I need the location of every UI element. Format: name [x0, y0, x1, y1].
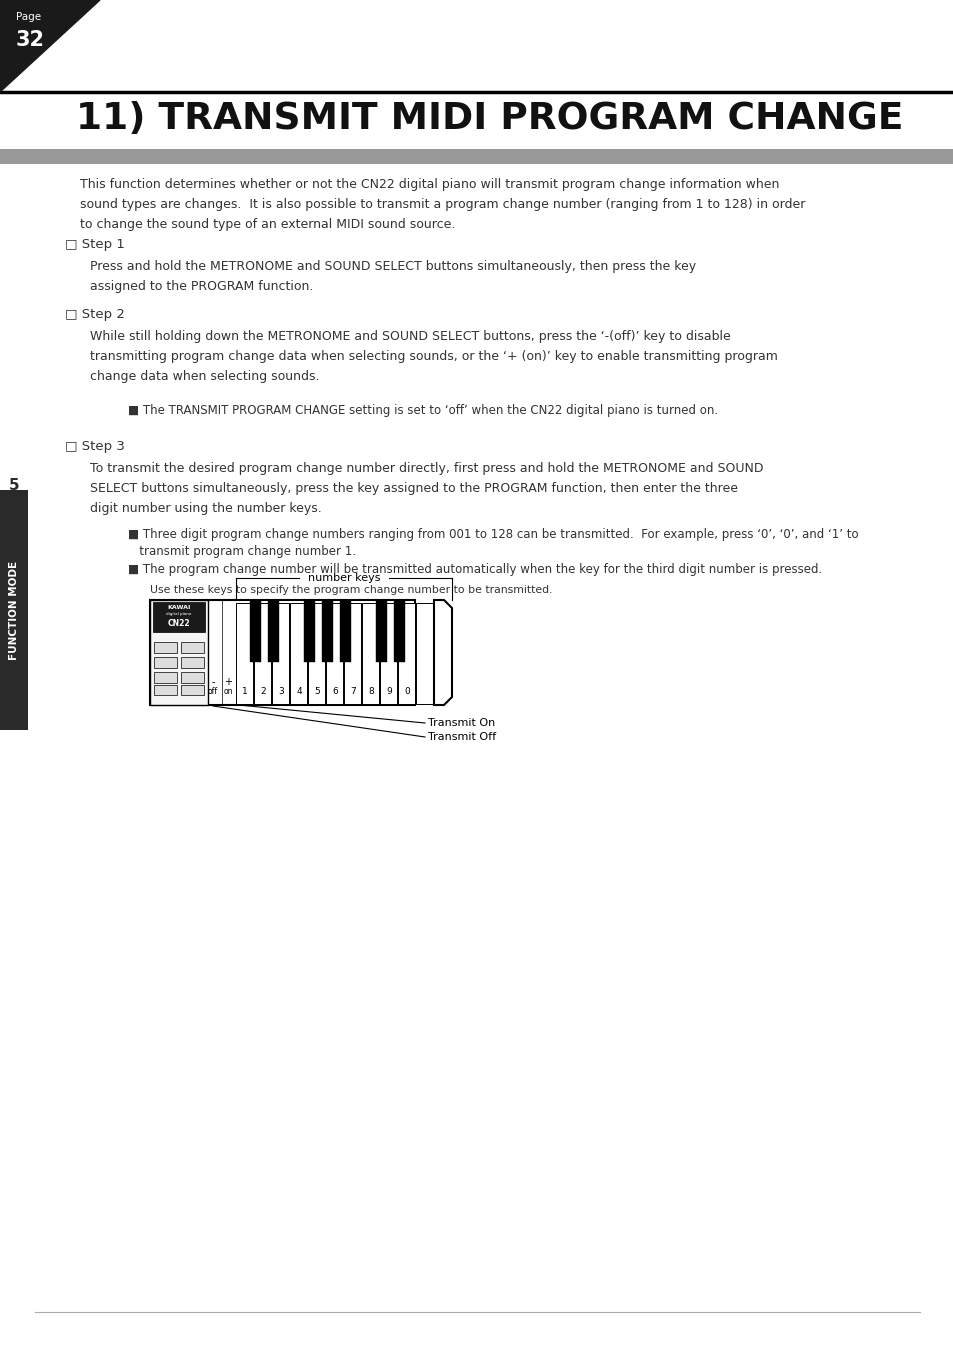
Polygon shape	[434, 599, 452, 705]
Bar	[375, 601, 387, 662]
Text: □ Step 3: □ Step 3	[65, 440, 125, 454]
Bar	[322, 601, 333, 662]
Text: Transmit Off: Transmit Off	[428, 732, 496, 742]
Text: 9: 9	[386, 687, 392, 697]
Text: To transmit the desired program change number directly, first press and hold the: To transmit the desired program change n…	[90, 462, 762, 475]
Bar	[181, 657, 204, 668]
Text: sound types are changes.  It is also possible to transmit a program change numbe: sound types are changes. It is also poss…	[80, 198, 804, 211]
Bar	[153, 672, 177, 683]
Bar	[268, 601, 278, 662]
Text: 8: 8	[368, 687, 374, 697]
Text: 0: 0	[404, 687, 410, 697]
Bar	[181, 672, 204, 683]
Text: ■ The program change number will be transmitted automatically when the key for t: ■ The program change number will be tran…	[128, 563, 821, 576]
Text: 7: 7	[350, 687, 355, 697]
Text: off: off	[208, 687, 218, 697]
Text: 3: 3	[278, 687, 284, 697]
Bar	[291, 603, 307, 703]
Text: 6: 6	[332, 687, 337, 697]
Bar	[254, 603, 272, 703]
Bar	[394, 601, 405, 662]
Bar	[250, 601, 261, 662]
Text: Transmit On: Transmit On	[428, 718, 495, 728]
Text: Press and hold the METRONOME and SOUND SELECT buttons simultaneously, then press: Press and hold the METRONOME and SOUND S…	[90, 261, 696, 273]
Bar	[380, 603, 397, 703]
Bar	[0, 148, 953, 163]
Bar	[362, 603, 379, 703]
Bar	[181, 643, 204, 653]
Text: -: -	[211, 676, 214, 687]
Bar	[326, 603, 343, 703]
Text: CN22: CN22	[168, 620, 190, 628]
Bar	[344, 603, 361, 703]
Bar	[153, 684, 177, 695]
Bar	[416, 603, 433, 703]
Bar	[150, 599, 415, 705]
Text: 5: 5	[314, 687, 319, 697]
Text: KAWAI: KAWAI	[167, 605, 191, 610]
Text: 2: 2	[260, 687, 266, 697]
Text: 11) TRANSMIT MIDI PROGRAM CHANGE: 11) TRANSMIT MIDI PROGRAM CHANGE	[76, 101, 902, 136]
Bar	[308, 603, 325, 703]
Text: transmit program change number 1.: transmit program change number 1.	[128, 545, 355, 558]
Bar	[152, 602, 205, 632]
Bar	[181, 684, 204, 695]
Text: □ Step 2: □ Step 2	[65, 308, 125, 321]
Text: While still holding down the METRONOME and SOUND SELECT buttons, press the ‘-(of: While still holding down the METRONOME a…	[90, 329, 730, 343]
Text: digital piano: digital piano	[166, 612, 192, 616]
Text: Page: Page	[16, 12, 41, 22]
Text: ■ Three digit program change numbers ranging from 001 to 128 can be transmitted.: ■ Three digit program change numbers ran…	[128, 528, 858, 541]
Text: ■ The TRANSMIT PROGRAM CHANGE setting is set to ‘off’ when the CN22 digital pian: ■ The TRANSMIT PROGRAM CHANGE setting is…	[128, 404, 718, 417]
Bar	[304, 601, 314, 662]
Text: change data when selecting sounds.: change data when selecting sounds.	[90, 370, 319, 383]
Bar	[273, 603, 289, 703]
Bar	[236, 603, 253, 703]
Text: 1: 1	[242, 687, 248, 697]
Text: This function determines whether or not the CN22 digital piano will transmit pro: This function determines whether or not …	[80, 178, 779, 190]
Text: digit number using the number keys.: digit number using the number keys.	[90, 502, 321, 514]
Text: SELECT buttons simultaneously, press the key assigned to the PROGRAM function, t: SELECT buttons simultaneously, press the…	[90, 482, 738, 495]
Bar	[153, 657, 177, 668]
Bar	[153, 643, 177, 653]
Text: □ Step 1: □ Step 1	[65, 238, 125, 251]
Bar	[339, 601, 351, 662]
Text: 32: 32	[16, 30, 45, 50]
Text: 4: 4	[295, 687, 301, 697]
Text: to change the sound type of an external MIDI sound source.: to change the sound type of an external …	[80, 217, 455, 231]
Text: assigned to the PROGRAM function.: assigned to the PROGRAM function.	[90, 279, 313, 293]
Text: Use these keys to specify the program change number to be transmitted.: Use these keys to specify the program ch…	[150, 585, 552, 595]
Text: 5: 5	[9, 478, 19, 493]
Text: transmitting program change data when selecting sounds, or the ‘+ (on)’ key to e: transmitting program change data when se…	[90, 350, 777, 363]
Bar	[398, 603, 416, 703]
Bar	[0, 490, 28, 730]
Text: number keys: number keys	[308, 572, 380, 583]
Text: +: +	[224, 676, 232, 687]
Bar	[150, 599, 208, 705]
Text: FUNCTION MODE: FUNCTION MODE	[9, 560, 19, 660]
Polygon shape	[0, 0, 100, 92]
Text: on: on	[223, 687, 233, 697]
